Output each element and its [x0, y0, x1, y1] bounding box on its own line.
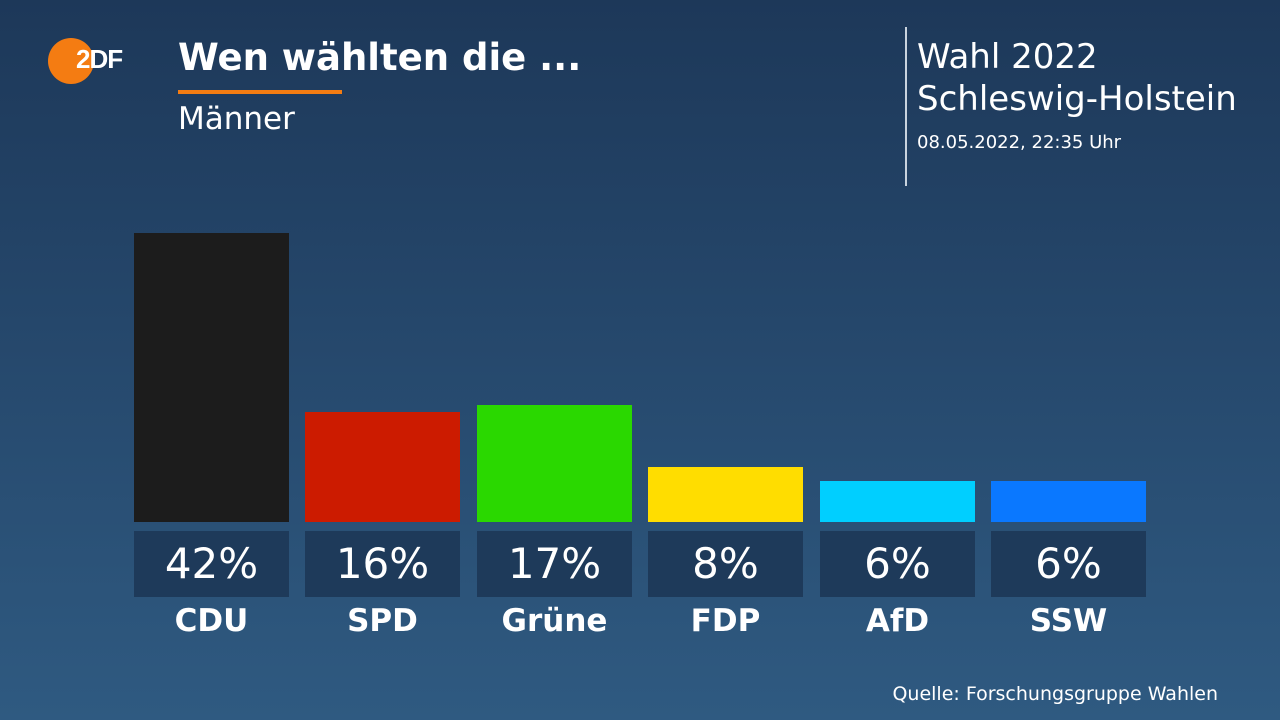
- value-label: 42%: [134, 531, 289, 597]
- election-name: Wahl 2022: [917, 37, 1098, 77]
- bar-cdu: [134, 233, 289, 522]
- category-label: SSW: [1029, 603, 1108, 639]
- category-label: SPD: [347, 603, 418, 639]
- value-label: 17%: [477, 531, 632, 597]
- election-info: Wahl 2022 Schleswig-Holstein: [917, 36, 1237, 120]
- election-date: 08.05.2022, 22:35 Uhr: [917, 132, 1122, 153]
- category-label: AfD: [865, 603, 930, 639]
- election-region: Schleswig-Holstein: [917, 79, 1237, 119]
- value-label: 6%: [991, 531, 1146, 597]
- bar-afd: [820, 480, 975, 522]
- title-underline: [178, 90, 342, 94]
- value-label: 8%: [648, 531, 803, 597]
- bar-ssw: [991, 480, 1146, 522]
- bar-spd: [305, 411, 460, 522]
- zdf-logo: [48, 38, 94, 84]
- category-label: FDP: [690, 603, 761, 639]
- zdf-logo-text: 2DF: [76, 44, 123, 74]
- category-label: Grüne: [501, 603, 608, 639]
- bar-fdp: [648, 466, 803, 522]
- divider: [905, 27, 907, 186]
- source-note: Quelle: Forschungsgruppe Wahlen: [892, 683, 1218, 705]
- chart-title: Wen wählten die ...: [178, 36, 582, 79]
- chart-subtitle: Männer: [178, 101, 295, 137]
- bar-grüne: [477, 405, 632, 522]
- value-label: 6%: [820, 531, 975, 597]
- value-label: 16%: [305, 531, 460, 597]
- category-label: CDU: [174, 603, 249, 639]
